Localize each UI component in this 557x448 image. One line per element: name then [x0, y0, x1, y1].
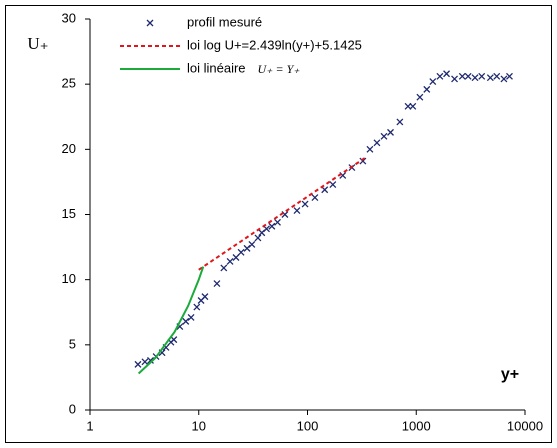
data-point: [329, 181, 337, 188]
y-tick-label: 30: [62, 10, 76, 25]
data-point: [254, 234, 262, 242]
law-line: [137, 266, 205, 375]
data-point: [170, 336, 178, 344]
data-point: [321, 186, 329, 194]
data-point: [182, 317, 190, 325]
data-point: [429, 78, 437, 86]
law-line: [198, 155, 368, 271]
frame: [5, 5, 552, 443]
data-point: [500, 75, 508, 83]
data-point: [232, 254, 240, 261]
x-tick-label: 1000: [402, 418, 431, 433]
x-axis-label: y+: [501, 366, 519, 383]
data-point: [451, 75, 459, 83]
y-tick-label: 10: [62, 271, 76, 286]
data-point: [141, 358, 149, 366]
data-point: [193, 303, 201, 311]
data-point: [311, 194, 319, 202]
data-point: [493, 72, 501, 80]
y-tick-label: 15: [62, 206, 76, 221]
data-point: [213, 280, 221, 288]
data-point: [263, 225, 270, 233]
data-point: [201, 293, 209, 301]
legend-label: loi log U+=2.439ln(y+)+5.1425: [187, 37, 362, 52]
data-point: [237, 248, 245, 256]
data-point: [458, 72, 466, 80]
data-point: [478, 72, 486, 80]
data-point: [396, 118, 404, 126]
x-tick-label: 10: [192, 418, 206, 433]
data-point: [274, 218, 281, 226]
data-point: [268, 222, 276, 230]
legend-marker: [146, 19, 154, 27]
legend-label: loi linéaire: [187, 60, 246, 75]
data-point: [248, 241, 256, 248]
data-point: [387, 128, 394, 136]
data-point: [220, 264, 228, 272]
data-point: [134, 360, 142, 368]
data-point: [464, 72, 472, 80]
data-point: [423, 85, 431, 93]
y-axis-label: U₊: [27, 34, 48, 53]
x-tick-label: 10000: [507, 418, 543, 433]
data-point: [380, 132, 388, 140]
data-point: [443, 70, 451, 78]
data-point: [486, 74, 494, 82]
data-point: [147, 357, 154, 364]
data-point: [366, 145, 374, 153]
data-point: [373, 139, 381, 147]
data-point: [187, 314, 195, 321]
data-point: [293, 207, 301, 215]
x-tick-label: 1: [86, 418, 93, 433]
data-point: [226, 257, 234, 265]
data-point: [416, 93, 424, 101]
data-point: [471, 74, 479, 82]
data-point: [301, 200, 309, 208]
data-point: [243, 244, 251, 252]
data-point: [436, 72, 444, 80]
data-point: [409, 102, 417, 110]
y-tick-label: 25: [62, 76, 76, 91]
y-tick-label: 20: [62, 141, 76, 156]
legend-formula: U₊ = Y₊: [258, 62, 301, 76]
x-tick-label: 100: [297, 418, 319, 433]
y-tick-label: 0: [69, 401, 76, 416]
data-point: [506, 72, 513, 80]
y-tick-label: 5: [69, 336, 76, 351]
legend-label: profil mesuré: [187, 14, 262, 29]
